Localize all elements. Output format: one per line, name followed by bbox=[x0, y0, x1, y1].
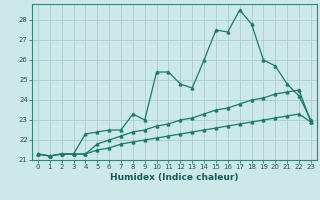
X-axis label: Humidex (Indice chaleur): Humidex (Indice chaleur) bbox=[110, 173, 239, 182]
